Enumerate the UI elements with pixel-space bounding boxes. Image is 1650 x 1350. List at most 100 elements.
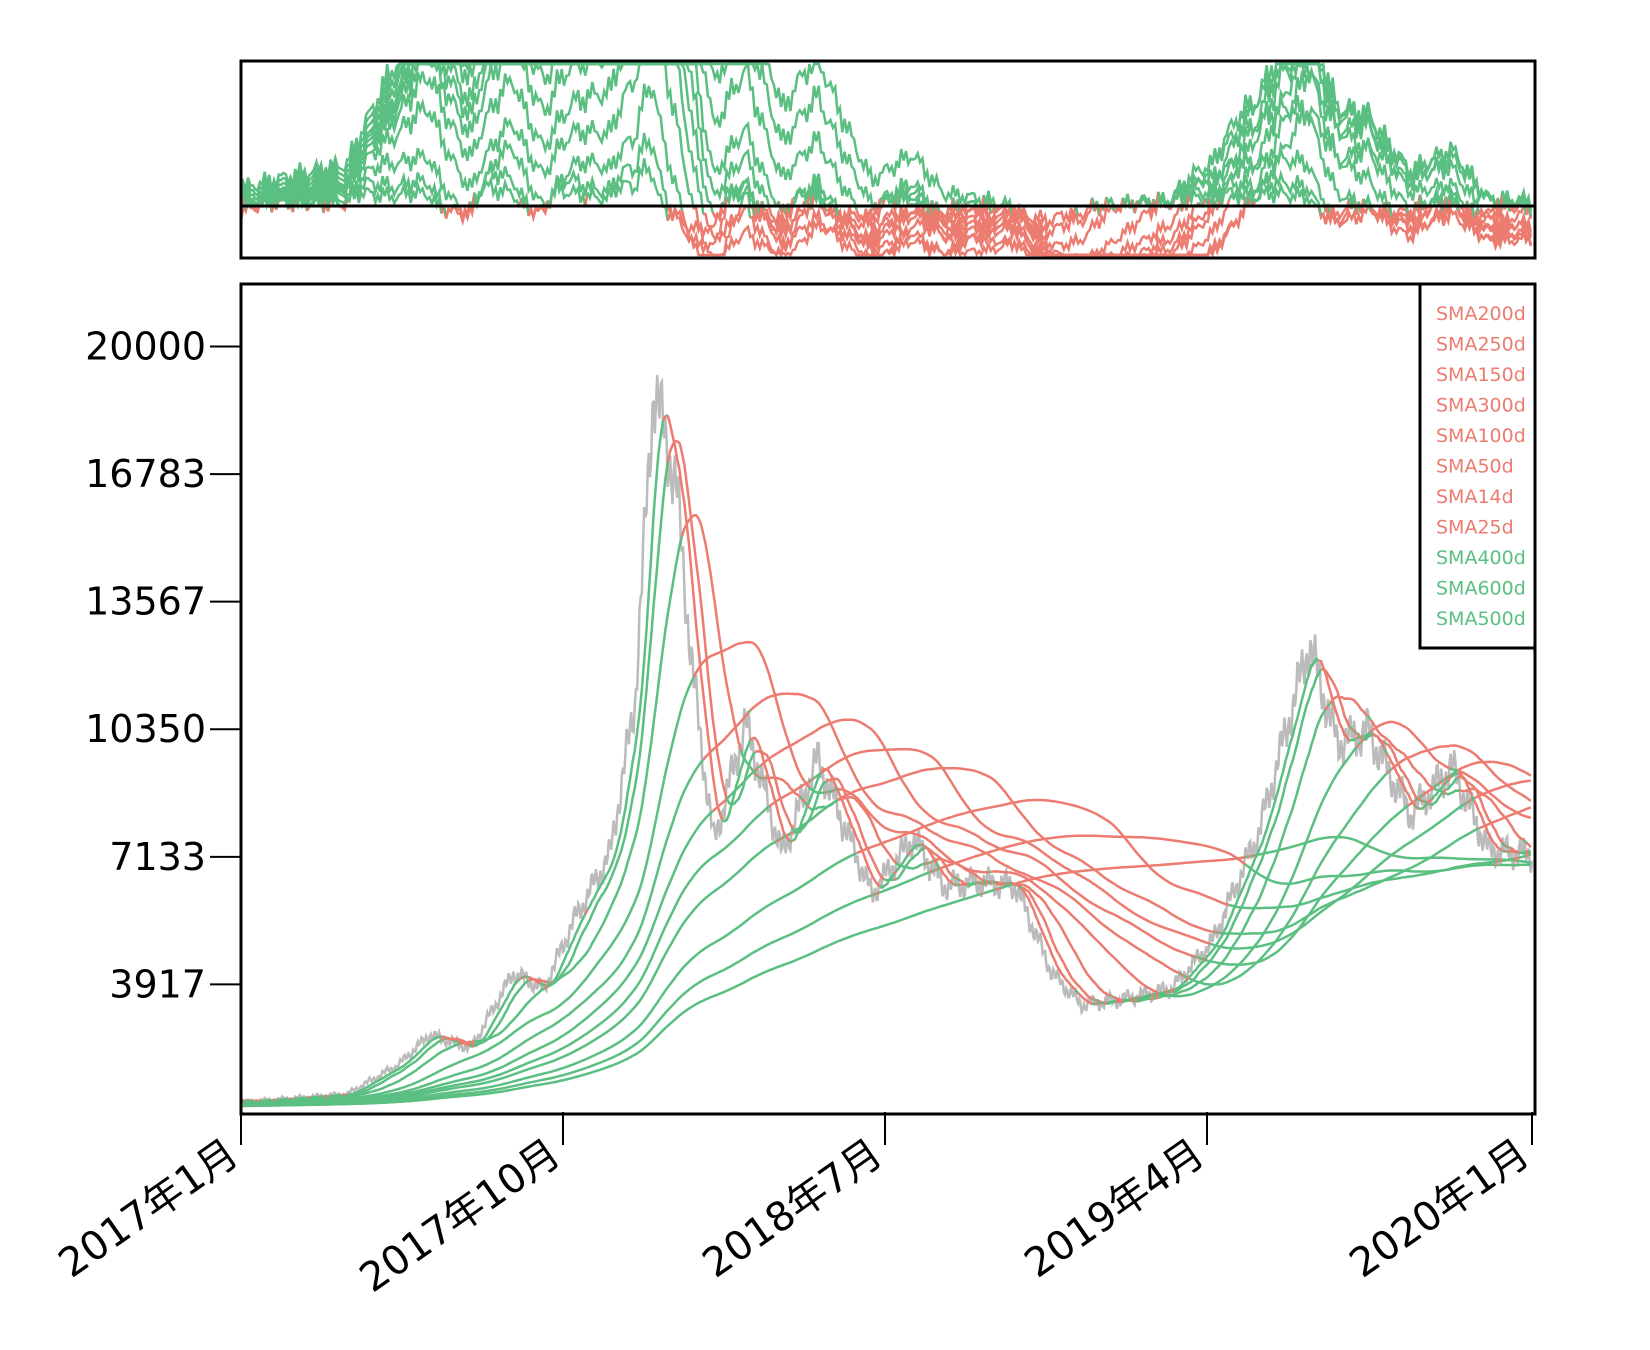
sma-segment xyxy=(827,789,834,794)
deviation-segment xyxy=(1362,193,1372,208)
legend-label: SMA300d xyxy=(1436,395,1526,417)
sma-segment xyxy=(1098,1000,1103,1004)
sma-segment xyxy=(1525,841,1532,849)
legend-label: SMA50d xyxy=(1436,456,1514,478)
deviation-segment xyxy=(725,180,757,218)
legend-box xyxy=(1418,282,1537,650)
sma-segment xyxy=(924,846,955,878)
deviation-segment xyxy=(1369,199,1452,246)
sma-segment xyxy=(440,1037,445,1042)
sma-segment xyxy=(1195,955,1199,959)
sma-segment xyxy=(1369,720,1452,770)
sma-segment xyxy=(1362,731,1372,741)
sma-segment xyxy=(452,1038,459,1043)
sma-segment xyxy=(1360,738,1365,744)
legend-label: SMA150d xyxy=(1436,364,1526,386)
deviation-segment xyxy=(1515,188,1533,212)
sma-segment xyxy=(820,747,1211,946)
sma-segment xyxy=(1157,746,1358,998)
sma-segment xyxy=(792,798,839,834)
deviation-segment xyxy=(1187,60,1389,207)
sma-segment xyxy=(1350,727,1355,732)
sma-segment xyxy=(1197,956,1204,961)
sma-segment xyxy=(521,975,525,980)
sma-segment xyxy=(1423,800,1428,804)
deviation-segment xyxy=(1244,68,1497,207)
deviation-segment xyxy=(1444,184,1462,209)
sma-segment xyxy=(749,692,1181,975)
sma-segment xyxy=(1074,989,1080,994)
sma-segment xyxy=(992,881,997,885)
sma-segment xyxy=(661,415,667,422)
sma-segment xyxy=(1367,715,1372,721)
sma-segment xyxy=(933,868,938,872)
sma-segment xyxy=(957,877,961,882)
sma-segment xyxy=(808,786,826,794)
deviation-segment xyxy=(1010,200,1247,257)
sma-segment xyxy=(1450,771,1459,779)
deviation-segment xyxy=(346,171,443,210)
sma-segment xyxy=(1506,849,1510,854)
deviation-segment xyxy=(1428,185,1445,210)
sma-segment xyxy=(469,1042,473,1046)
sma-segment xyxy=(1386,743,1421,802)
sma-segment xyxy=(739,749,757,775)
sma-segment xyxy=(1018,885,1023,889)
sma-segment xyxy=(983,879,987,883)
sma-segment xyxy=(1518,854,1527,859)
sma-segment xyxy=(1516,859,1531,864)
sma-segment xyxy=(1420,803,1428,810)
sma-segment xyxy=(539,982,546,987)
sma-segment xyxy=(528,978,548,984)
sma-segment xyxy=(1416,796,1421,800)
sma-segment xyxy=(855,798,1230,907)
sma-segment xyxy=(808,778,813,783)
sma-segment xyxy=(1528,850,1532,854)
sma-segment xyxy=(813,771,822,780)
y-axis: 20000 16783 13567 10350 7133 3917 xyxy=(85,324,241,1006)
sma-segment xyxy=(1324,705,1330,711)
sma-segment xyxy=(1188,656,1320,979)
sma-segment xyxy=(929,870,933,874)
sma-segment xyxy=(1155,996,1159,1000)
sma-segment xyxy=(787,832,791,836)
sma-segment xyxy=(469,1044,473,1048)
sma-segment xyxy=(1188,772,1388,986)
sma-segment xyxy=(938,834,1247,870)
deviation-segment xyxy=(1320,203,1351,229)
sma-segment xyxy=(1011,882,1112,997)
deviation-segment xyxy=(725,176,757,211)
sma-segment xyxy=(551,461,670,984)
sma-segment xyxy=(584,909,589,915)
price-frame xyxy=(239,282,1537,1116)
sma-segment xyxy=(955,876,959,881)
sma-segment xyxy=(931,869,935,873)
sma-segment xyxy=(995,887,1001,891)
sma-segment xyxy=(546,536,684,988)
sma-segment xyxy=(666,415,724,821)
sma-segment xyxy=(778,837,782,841)
sma-segment xyxy=(1430,783,1445,801)
sma-segment xyxy=(1181,973,1185,978)
y-tick-label: 13567 xyxy=(85,580,206,624)
sma-segment xyxy=(1096,999,1100,1003)
sma-segment xyxy=(680,513,743,751)
sma-segment xyxy=(893,870,898,875)
sma-segment xyxy=(544,983,548,987)
sma-segment xyxy=(959,879,968,887)
sma-segment xyxy=(586,420,665,911)
sma-segment xyxy=(1360,734,1364,739)
deviation-segment xyxy=(1136,194,1153,209)
sma-segment xyxy=(1327,702,1332,707)
deviation-segment xyxy=(1010,202,1113,254)
sma-segment xyxy=(1514,856,1520,861)
sma-segment xyxy=(666,439,728,799)
sma-segment xyxy=(931,859,935,863)
sma-segment xyxy=(1386,770,1391,775)
sma-segment xyxy=(1004,881,1008,885)
sma-segment xyxy=(874,892,879,896)
legend-label: SMA14d xyxy=(1436,486,1514,508)
sma-segment xyxy=(754,767,759,772)
sma-segment xyxy=(747,709,752,714)
sma-segment xyxy=(1137,997,1152,1003)
